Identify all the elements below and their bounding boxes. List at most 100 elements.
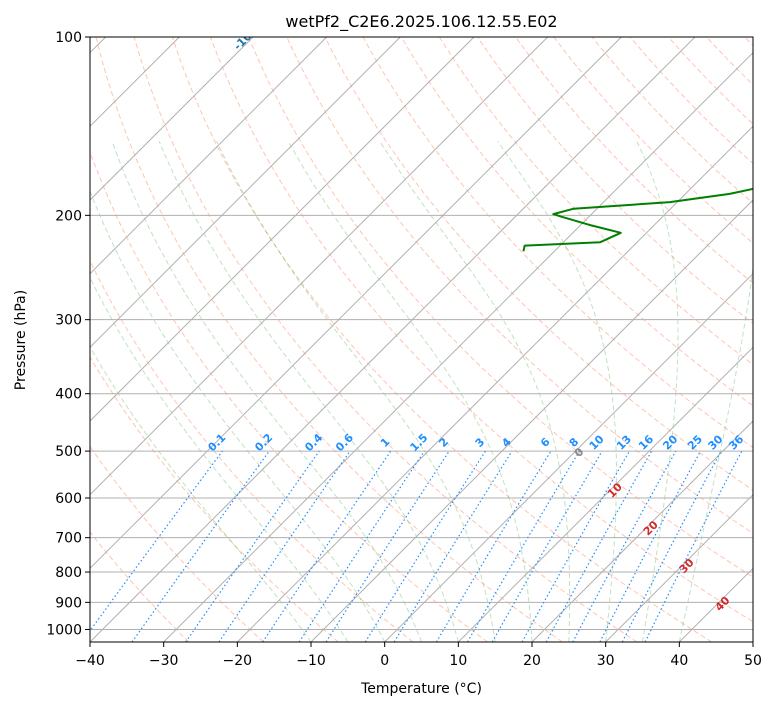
mixing-ratio-line <box>491 450 603 642</box>
y-axis-label: Pressure (hPa) <box>13 290 29 390</box>
mixing-ratio-label: 10 <box>587 432 607 452</box>
mixing-ratio-label: 36 <box>726 432 746 452</box>
warm-isotherm-label: 40 <box>713 594 733 614</box>
isotherm-line <box>163 51 753 642</box>
mixing-ratio-line <box>393 450 513 642</box>
x-tick-label: 20 <box>523 653 541 669</box>
dry-adiabat-line <box>744 37 753 47</box>
moist-adiabat-line <box>90 346 312 642</box>
mixing-ratio-line <box>262 450 392 642</box>
x-tick-label: −10 <box>296 653 326 669</box>
mixing-ratio-line <box>599 450 702 642</box>
y-tick-label: 200 <box>55 208 82 224</box>
isotherm-line <box>90 37 622 570</box>
dry-adiabat-line <box>438 37 753 366</box>
dry-adiabat-line <box>248 37 753 578</box>
mixing-ratio-lines <box>90 450 743 642</box>
mixing-ratio-label: 20 <box>660 432 680 452</box>
plot-frame <box>89 36 754 643</box>
mixing-ratio-label: 16 <box>636 432 656 452</box>
x-tick-label: 30 <box>597 653 615 669</box>
x-axis: −40 −30 −20 −10 0 10 20 30 40 50 <box>75 642 762 669</box>
isotherm-line <box>90 37 549 496</box>
mixing-ratio-line <box>435 450 552 642</box>
mixing-ratio-label: 30 <box>706 432 726 452</box>
dry-adiabat-line <box>210 37 753 623</box>
warm-isotherm-label: 20 <box>641 518 661 538</box>
isotherm-line <box>90 37 475 422</box>
mixing-ratio-line <box>572 450 677 642</box>
mixing-ratio-label: 1 <box>378 435 393 450</box>
dry-adiabat-line <box>286 37 753 534</box>
dry-adiabat-line <box>400 37 753 407</box>
isotherm-line <box>457 346 753 642</box>
y-tick-label: 900 <box>55 595 82 611</box>
y-tick-label: 800 <box>55 565 82 581</box>
isotherm-line <box>90 37 254 201</box>
y-tick-label: 700 <box>55 531 82 547</box>
moist-adiabat-line <box>379 141 571 642</box>
x-axis-label: Temperature (°C) <box>360 681 482 697</box>
mixing-ratio-line <box>545 450 653 642</box>
mixing-ratio-line <box>218 450 351 642</box>
isotherm-line <box>90 37 328 275</box>
mixing-ratio-line <box>185 450 320 642</box>
sounding-profiles <box>522 187 753 252</box>
mixing-ratio-line <box>466 450 580 642</box>
dry-adiabat-line <box>553 37 753 244</box>
isotherm-line <box>384 272 753 642</box>
isotherm-line <box>752 641 753 642</box>
dry-adiabat-line <box>90 150 488 642</box>
mixing-ratio-line <box>621 450 722 642</box>
x-tick-label: −30 <box>149 653 179 669</box>
dry-adiabat-line <box>90 259 414 642</box>
mixing-ratio-line <box>90 450 223 632</box>
sounding-profile-line <box>522 187 753 252</box>
y-tick-label: 400 <box>55 387 82 403</box>
isotherm-line <box>531 420 753 642</box>
mixing-ratio-label: 6 <box>538 435 553 450</box>
x-tick-label: −40 <box>75 653 105 669</box>
isotherm-line <box>236 125 753 642</box>
warm-isotherm-label: 10 <box>605 480 625 500</box>
y-tick-label: 600 <box>55 491 82 507</box>
dry-adiabat-line <box>706 37 753 86</box>
y-axis: 100 200 300 400 500 600 700 800 900 1000 <box>46 30 90 638</box>
dry-adiabats <box>90 37 753 642</box>
dry-adiabat-line <box>90 356 339 642</box>
x-tick-label: 50 <box>744 653 762 669</box>
pressure-gridlines <box>90 37 753 630</box>
mixing-ratio-line <box>298 450 425 642</box>
y-tick-label: 300 <box>55 313 82 329</box>
isotherm-line <box>310 199 753 642</box>
dry-adiabat-line <box>90 531 190 642</box>
isotherm-line <box>678 567 753 642</box>
moist-adiabats <box>90 141 753 642</box>
y-tick-label: 1000 <box>46 622 82 638</box>
isotherm-line <box>90 37 401 349</box>
dry-adiabat-line <box>90 445 264 642</box>
x-tick-label: 40 <box>670 653 688 669</box>
dry-adiabat-line <box>95 37 563 642</box>
x-tick-label: −20 <box>223 653 253 669</box>
mixing-ratio-line <box>521 450 631 642</box>
dry-adiabat-line <box>171 37 712 642</box>
isotherm-line <box>605 493 753 642</box>
x-tick-label: 10 <box>449 653 467 669</box>
plot-area: -100-90-80-70-60-50-40-30-20-100.10.20.4… <box>90 24 753 642</box>
mixing-ratio-label: 2 <box>436 435 451 450</box>
dry-adiabat-line <box>591 37 753 204</box>
dry-adiabat-line <box>477 37 753 325</box>
dry-adiabat-line <box>515 37 753 284</box>
dry-adiabat-line <box>668 37 753 125</box>
isotherm-label: -100 <box>231 24 260 53</box>
dry-adiabat-line <box>133 37 638 642</box>
moist-adiabat-line <box>216 141 496 642</box>
moist-adiabat-line <box>636 141 679 642</box>
mixing-ratio-label: 25 <box>685 433 705 453</box>
chart-title: wetPf2_C2E6.2025.106.12.55.E02 <box>285 12 557 32</box>
x-tick-label: 0 <box>380 653 389 669</box>
mixing-ratio-line <box>364 450 486 642</box>
mixing-ratio-line <box>325 450 450 642</box>
